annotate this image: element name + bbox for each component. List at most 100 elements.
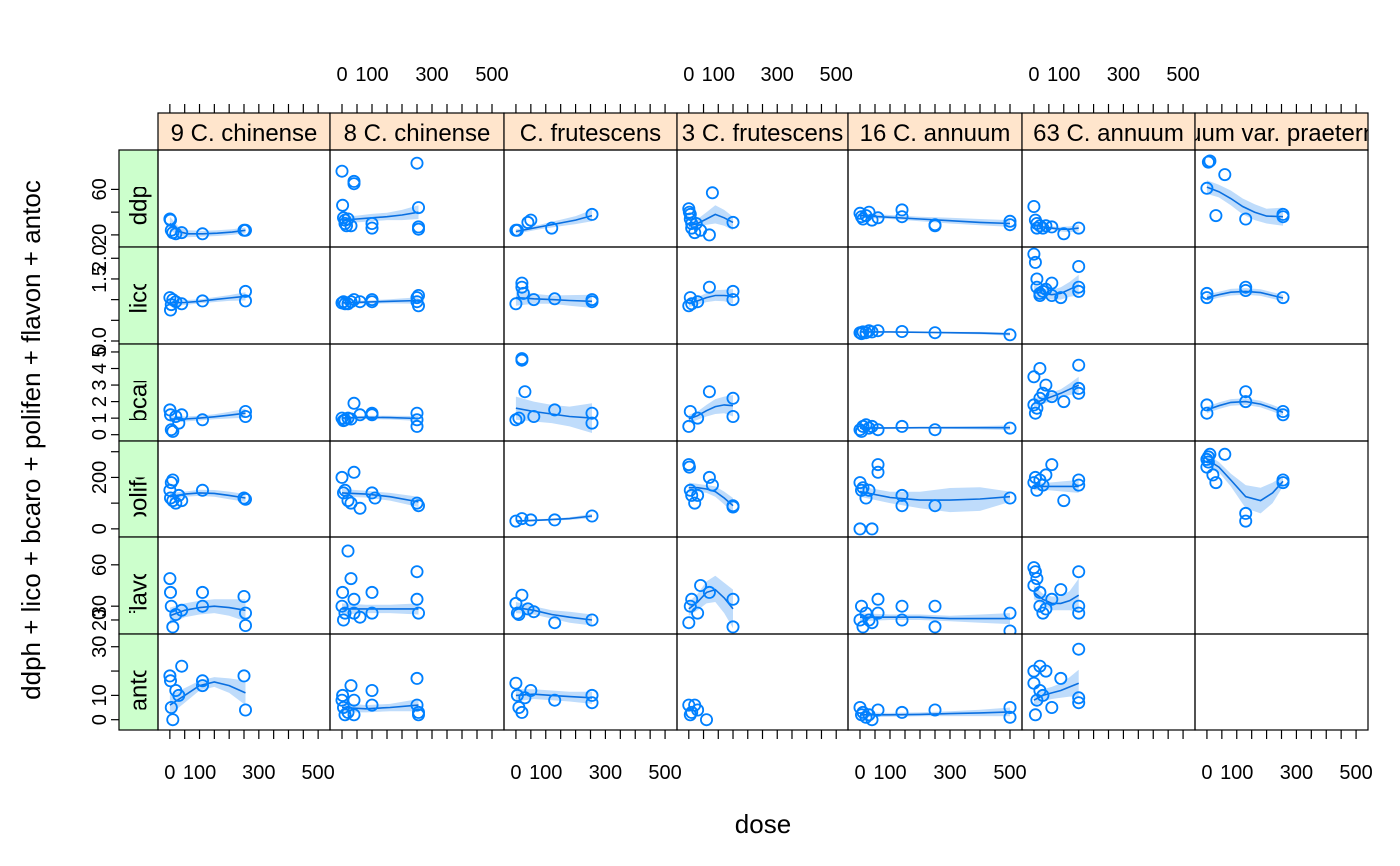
panel-frame [847, 149, 1023, 248]
data-point [548, 616, 562, 630]
confidence-band [1033, 669, 1079, 707]
data-point [195, 599, 209, 613]
y-tick-label-bcaro: 0 [89, 429, 111, 440]
panel-frame [503, 440, 678, 538]
data-point [1239, 395, 1253, 409]
data-point [336, 688, 350, 702]
data-point [411, 708, 425, 722]
x-tick-label-top: 500 [1166, 64, 1199, 86]
data-point [339, 219, 353, 233]
data-point [871, 423, 885, 437]
data-point [928, 599, 942, 613]
data-point [691, 606, 705, 620]
panel-frame [503, 633, 678, 731]
data-point [1033, 585, 1047, 599]
panel-polifen-1 [335, 465, 425, 515]
data-point [512, 608, 526, 622]
panel-lico-3 [682, 280, 740, 313]
strip-panel-1 [329, 112, 505, 151]
confidence-band [169, 599, 246, 625]
data-point [585, 688, 599, 702]
data-point [895, 203, 909, 217]
data-point [1057, 395, 1071, 409]
data-point [865, 522, 879, 536]
strip-label-0: 9 C. chinense [171, 120, 318, 147]
data-point [1054, 291, 1068, 305]
panel-polifen-6 [1200, 447, 1290, 528]
y-tick-label-ddph: 60 [89, 178, 111, 200]
y-tick-label-polifen: 200 [89, 461, 111, 494]
data-point [928, 219, 942, 233]
data-point [1027, 370, 1041, 384]
data-point [172, 416, 186, 430]
panel-flavon-2 [509, 588, 599, 630]
data-point [691, 488, 705, 502]
panel-antoc-1 [335, 671, 425, 722]
panel-antoc-3 [682, 698, 714, 727]
panel-lico-5 [1027, 247, 1086, 305]
data-point [1276, 476, 1290, 490]
data-point [895, 324, 909, 338]
data-point [410, 413, 424, 427]
panel-bcaro-5 [1027, 358, 1086, 420]
data-point [1030, 572, 1044, 586]
data-point [238, 606, 252, 620]
strip-panel-0 [157, 112, 331, 151]
x-tick-label-top: 300 [761, 64, 794, 86]
panel-ddph-4 [853, 203, 1017, 233]
data-point [702, 385, 716, 399]
y-tick-label-bcaro: 4 [89, 363, 111, 374]
panel-ddph-2 [509, 207, 599, 237]
data-point [237, 669, 251, 683]
data-point [871, 703, 885, 717]
panel-antoc-4 [853, 701, 1017, 727]
data-point [548, 693, 562, 707]
fit-line [1206, 458, 1284, 502]
data-point [1003, 218, 1017, 232]
data-point [895, 705, 909, 719]
fit-line [341, 704, 419, 710]
x-tick-label-bottom: 300 [933, 762, 966, 784]
data-point [702, 585, 716, 599]
data-point [705, 186, 719, 200]
data-point [344, 295, 358, 309]
data-point [545, 221, 559, 235]
data-point [1072, 473, 1086, 487]
data-point [515, 512, 529, 526]
data-point [172, 688, 186, 702]
data-point [548, 292, 562, 306]
data-point [548, 513, 562, 527]
fit-line [515, 214, 593, 233]
x-axis-title: dose [735, 809, 791, 839]
panel-frame [329, 343, 505, 442]
data-point [585, 613, 599, 627]
data-point [365, 221, 379, 235]
y-tick-label-flavon: 30 [89, 595, 111, 617]
data-point [515, 588, 529, 602]
data-point [688, 226, 702, 240]
data-point [1200, 181, 1214, 195]
data-point [411, 201, 425, 215]
data-point [865, 325, 879, 339]
data-point [238, 284, 252, 298]
data-point [353, 501, 367, 515]
data-point [344, 219, 358, 233]
confidence-band [1206, 398, 1283, 416]
data-point [871, 606, 885, 620]
data-point [411, 222, 425, 236]
data-point [1239, 280, 1253, 294]
data-point [691, 411, 705, 425]
data-point [175, 659, 189, 673]
data-point [1072, 259, 1086, 273]
panel-lico-6 [1200, 280, 1290, 305]
x-tick-label-top: 100 [355, 64, 388, 86]
data-point [895, 488, 909, 502]
data-point [336, 198, 350, 212]
data-point [1072, 358, 1086, 372]
data-point [163, 674, 177, 688]
data-point [1276, 210, 1290, 224]
data-point [164, 423, 178, 437]
data-point [862, 483, 876, 497]
data-point [871, 211, 885, 225]
panel-polifen-5 [1027, 458, 1086, 508]
